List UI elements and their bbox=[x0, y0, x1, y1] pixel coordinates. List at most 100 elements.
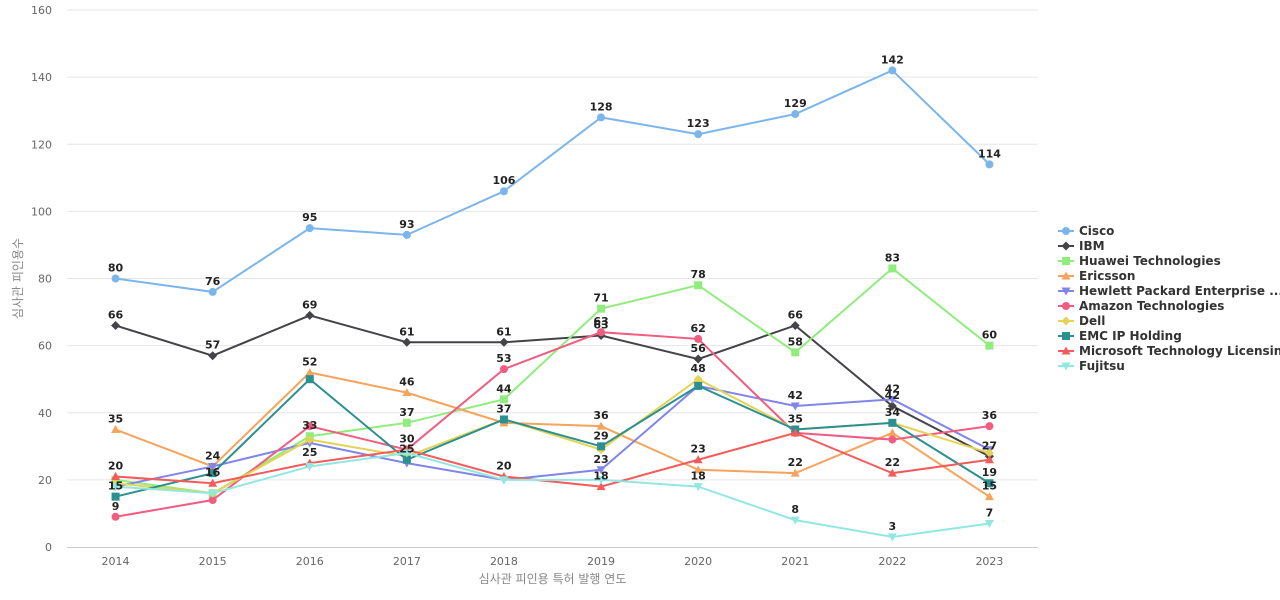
data-label: 7 bbox=[986, 507, 994, 520]
series-line bbox=[115, 267, 991, 495]
legend-label: Cisco bbox=[1079, 224, 1114, 238]
data-point bbox=[694, 130, 703, 139]
legend-item[interactable]: Huawei Technologies bbox=[1058, 254, 1221, 268]
data-point bbox=[985, 479, 994, 488]
legend-item[interactable]: Ericsson bbox=[1058, 269, 1135, 283]
y-axis-tick-labels: 0 20 40 60 80 100 120 140 160 bbox=[31, 4, 52, 554]
data-label: 33 bbox=[302, 419, 317, 432]
data-point bbox=[596, 421, 606, 430]
data-label: 36 bbox=[593, 409, 609, 422]
legend-label: Amazon Technologies bbox=[1079, 299, 1224, 313]
data-point bbox=[208, 462, 218, 471]
series-line bbox=[115, 384, 990, 488]
data-label: 22 bbox=[885, 456, 900, 469]
data-point bbox=[305, 310, 315, 320]
legend-item[interactable]: Microsoft Technology Licensing bbox=[1058, 344, 1280, 358]
x-tick-label: 2023 bbox=[975, 555, 1003, 568]
data-label: 95 bbox=[302, 211, 317, 224]
data-label: 9 bbox=[112, 500, 120, 513]
data-point bbox=[985, 341, 994, 350]
legend-label: Ericsson bbox=[1079, 269, 1135, 283]
data-point bbox=[693, 483, 703, 492]
data-label: 36 bbox=[982, 409, 998, 422]
data-point bbox=[597, 304, 606, 313]
data-label: 63 bbox=[593, 315, 608, 328]
legend-label: Huawei Technologies bbox=[1079, 254, 1221, 268]
data-point bbox=[111, 472, 121, 481]
data-point bbox=[693, 374, 703, 384]
x-tick-label: 2016 bbox=[296, 555, 324, 568]
y-axis-title: 심사관 피인용수 bbox=[11, 238, 25, 319]
legend-marker bbox=[1061, 316, 1071, 326]
data-label: 61 bbox=[399, 325, 414, 338]
data-point bbox=[499, 415, 508, 424]
data-point bbox=[694, 381, 703, 390]
data-point bbox=[597, 328, 606, 337]
data-label: 35 bbox=[108, 413, 123, 426]
legend-item[interactable]: Hewlett Packard Enterprise ... bbox=[1058, 284, 1280, 298]
data-label: 30 bbox=[399, 433, 415, 446]
y-tick-label: 60 bbox=[38, 340, 52, 353]
data-label: 42 bbox=[885, 389, 900, 402]
data-label: 37 bbox=[496, 402, 511, 415]
legend-item[interactable]: Cisco bbox=[1058, 224, 1114, 238]
series-line bbox=[115, 377, 990, 498]
legend-marker bbox=[1061, 362, 1071, 371]
data-point bbox=[208, 351, 218, 361]
series-line bbox=[115, 69, 991, 293]
data-label: 62 bbox=[690, 322, 705, 335]
legend-item[interactable]: Amazon Technologies bbox=[1058, 299, 1224, 313]
y-tick-label: 120 bbox=[31, 138, 52, 151]
legend-item[interactable]: Dell bbox=[1058, 314, 1105, 328]
legend-label: Dell bbox=[1079, 314, 1105, 328]
x-tick-label: 2017 bbox=[393, 555, 421, 568]
data-label: 63 bbox=[593, 319, 608, 332]
legend-marker bbox=[1062, 257, 1070, 265]
x-tick-label: 2020 bbox=[684, 555, 712, 568]
legend-item[interactable]: EMC IP Holding bbox=[1058, 329, 1182, 343]
data-point bbox=[790, 320, 800, 330]
data-label: 23 bbox=[593, 453, 608, 466]
data-point bbox=[208, 489, 218, 498]
data-label: 106 bbox=[492, 174, 515, 187]
legend-item[interactable]: IBM bbox=[1058, 239, 1105, 253]
data-point bbox=[499, 337, 509, 347]
data-label: 61 bbox=[496, 325, 511, 338]
series-7 bbox=[111, 375, 994, 501]
data-point bbox=[693, 455, 703, 464]
data-label: 37 bbox=[399, 406, 414, 419]
data-point bbox=[499, 187, 508, 196]
legend-label: Microsoft Technology Licensing bbox=[1079, 344, 1280, 358]
data-point bbox=[790, 428, 800, 437]
data-label: 93 bbox=[399, 218, 414, 231]
data-point bbox=[597, 113, 606, 122]
x-axis-title: 심사관 피인용 특허 발행 연도 bbox=[479, 571, 627, 586]
data-label: 25 bbox=[302, 446, 317, 459]
data-point bbox=[111, 492, 120, 501]
data-point bbox=[791, 110, 800, 119]
legend-item[interactable]: Fujitsu bbox=[1058, 359, 1125, 373]
data-point bbox=[111, 274, 120, 283]
data-label: 129 bbox=[784, 97, 807, 110]
y-tick-label: 160 bbox=[31, 4, 52, 17]
data-label: 20 bbox=[108, 460, 124, 473]
x-tick-label: 2018 bbox=[490, 555, 518, 568]
gridlines bbox=[67, 9, 1038, 481]
legend-marker bbox=[1061, 271, 1071, 280]
data-label: 8 bbox=[791, 503, 799, 516]
legend-marker bbox=[1062, 332, 1070, 340]
legend-label: Hewlett Packard Enterprise ... bbox=[1079, 284, 1280, 298]
series-line bbox=[115, 314, 990, 458]
series-0 bbox=[111, 66, 994, 296]
data-point bbox=[305, 375, 314, 384]
data-label: 56 bbox=[690, 342, 706, 355]
data-label: 27 bbox=[982, 439, 997, 452]
legend-label: EMC IP Holding bbox=[1079, 329, 1182, 343]
data-point bbox=[887, 428, 897, 437]
data-label: 60 bbox=[982, 329, 998, 342]
series-lines bbox=[111, 66, 994, 542]
data-point bbox=[111, 425, 121, 434]
data-label: 83 bbox=[885, 251, 900, 264]
